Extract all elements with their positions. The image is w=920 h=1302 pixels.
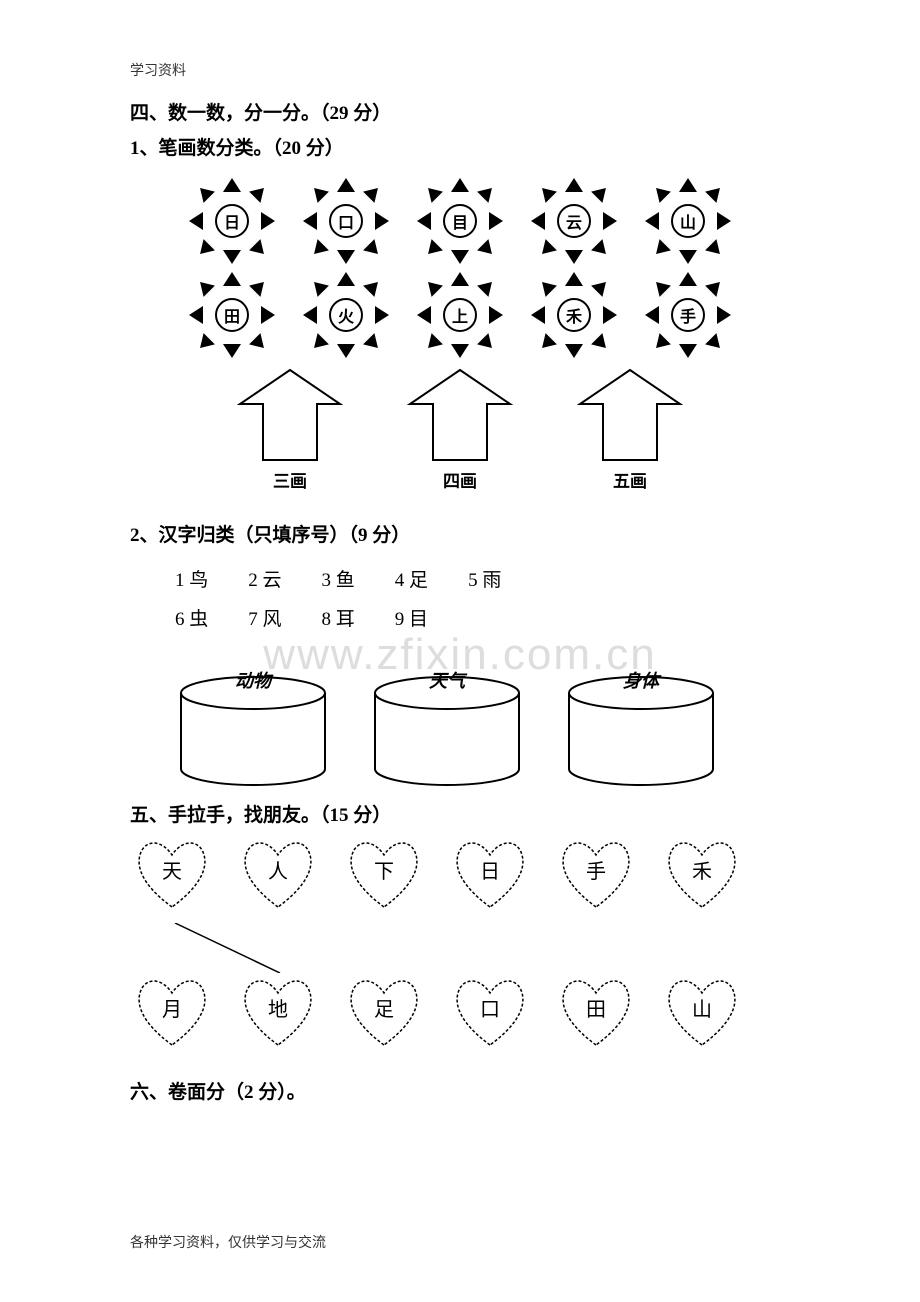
sun-char: 云 bbox=[557, 204, 591, 238]
sun-char: 火 bbox=[329, 298, 363, 332]
list-item: 7 风 bbox=[248, 604, 281, 631]
heart-char: 月 bbox=[132, 993, 212, 1022]
cylinder-label: 天气 bbox=[372, 667, 522, 693]
item-row-1: 1 鸟 2 云 3 鱼 4 足 5 雨 bbox=[175, 565, 790, 592]
arrow-box bbox=[405, 368, 515, 463]
item-row-2: 6 虫 7 风 8 耳 9 目 bbox=[175, 604, 790, 631]
heart-char: 地 bbox=[238, 993, 318, 1022]
sun-item: 手 bbox=[645, 272, 731, 358]
arrow-label: 四画 bbox=[405, 467, 515, 492]
section5-title: 五、手拉手，找朋友。（15 分） bbox=[130, 800, 790, 827]
arrow-label: 三画 bbox=[235, 467, 345, 492]
heart-item: 口 bbox=[450, 973, 530, 1051]
section4-title: 四、数一数，分一分。（29 分） bbox=[130, 98, 790, 125]
sun-item: 云 bbox=[531, 178, 617, 264]
sun-char: 禾 bbox=[557, 298, 591, 332]
heart-item: 田 bbox=[556, 973, 636, 1051]
sun-row-2: 田 火 上 禾 手 bbox=[130, 272, 790, 358]
heart-row-top: 天 人 下 日 手 禾 bbox=[132, 835, 790, 913]
heart-char: 足 bbox=[344, 993, 424, 1022]
sun-item: 目 bbox=[417, 178, 503, 264]
list-item: 2 云 bbox=[248, 565, 281, 592]
heart-char: 田 bbox=[556, 993, 636, 1022]
cylinder: 动物 bbox=[178, 649, 328, 792]
arrow-label: 五画 bbox=[575, 467, 685, 492]
list-item: 4 足 bbox=[395, 565, 428, 592]
sun-item: 上 bbox=[417, 272, 503, 358]
heart-item: 下 bbox=[344, 835, 424, 913]
sun-char: 目 bbox=[443, 204, 477, 238]
heart-item: 手 bbox=[556, 835, 636, 913]
connection-line bbox=[130, 923, 790, 973]
sun-char: 山 bbox=[671, 204, 705, 238]
heart-item: 地 bbox=[238, 973, 318, 1051]
sun-item: 火 bbox=[303, 272, 389, 358]
heart-char: 山 bbox=[662, 993, 742, 1022]
cylinder: 天气 bbox=[372, 649, 522, 792]
heart-item: 日 bbox=[450, 835, 530, 913]
heart-item: 足 bbox=[344, 973, 424, 1051]
sun-char: 上 bbox=[443, 298, 477, 332]
sun-char: 田 bbox=[215, 298, 249, 332]
heart-char: 口 bbox=[450, 993, 530, 1022]
cylinder-row: 动物 天气 身体 bbox=[178, 649, 790, 792]
sun-char: 口 bbox=[329, 204, 363, 238]
sun-item: 禾 bbox=[531, 272, 617, 358]
page-header-small: 学习资料 bbox=[130, 60, 790, 80]
heart-char: 日 bbox=[450, 855, 530, 884]
q1-title: 1、笔画数分类。（20 分） bbox=[130, 133, 790, 160]
heart-char: 人 bbox=[238, 855, 318, 884]
heart-char: 禾 bbox=[662, 855, 742, 884]
section6-title: 六、卷面分（2 分）。 bbox=[130, 1077, 790, 1104]
sun-char: 手 bbox=[671, 298, 705, 332]
sun-item: 山 bbox=[645, 178, 731, 264]
sun-item: 田 bbox=[189, 272, 275, 358]
sun-char: 日 bbox=[215, 204, 249, 238]
list-item: 5 雨 bbox=[468, 565, 501, 592]
arrow-box bbox=[235, 368, 345, 463]
heart-item: 月 bbox=[132, 973, 212, 1051]
arrow-row bbox=[130, 368, 790, 463]
list-item: 8 耳 bbox=[322, 604, 355, 631]
list-item: 3 鱼 bbox=[322, 565, 355, 592]
heart-item: 禾 bbox=[662, 835, 742, 913]
list-item: 6 虫 bbox=[175, 604, 208, 631]
sun-row-1: 日 口 目 云 山 bbox=[130, 178, 790, 264]
arrow-box bbox=[575, 368, 685, 463]
q2-title: 2、汉字归类（只填序号）（9 分） bbox=[130, 520, 790, 547]
sun-item: 口 bbox=[303, 178, 389, 264]
list-item: 1 鸟 bbox=[175, 565, 208, 592]
heart-char: 天 bbox=[132, 855, 212, 884]
cylinder-label: 动物 bbox=[178, 667, 328, 693]
page-footer: 各种学习资料，仅供学习与交流 bbox=[130, 1232, 326, 1252]
heart-char: 手 bbox=[556, 855, 636, 884]
heart-item: 天 bbox=[132, 835, 212, 913]
heart-item: 山 bbox=[662, 973, 742, 1051]
cylinder-label: 身体 bbox=[566, 667, 716, 693]
heart-char: 下 bbox=[344, 855, 424, 884]
list-item: 9 目 bbox=[395, 604, 428, 631]
heart-row-bottom: 月 地 足 口 田 山 bbox=[132, 973, 790, 1051]
heart-item: 人 bbox=[238, 835, 318, 913]
sun-item: 日 bbox=[189, 178, 275, 264]
arrow-label-row: 三画 四画 五画 bbox=[130, 467, 790, 492]
cylinder: 身体 bbox=[566, 649, 716, 792]
